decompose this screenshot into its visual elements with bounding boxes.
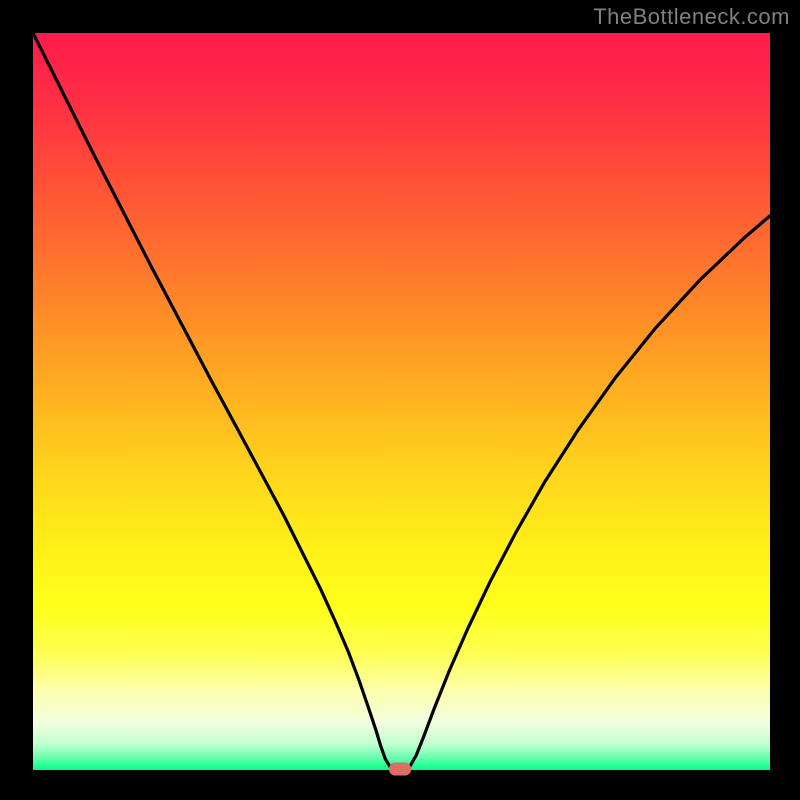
watermark-text: TheBottleneck.com [593,4,790,30]
optimal-point-marker [389,763,411,776]
bottleneck-chart [0,0,800,800]
plot-gradient-bg [33,33,770,770]
